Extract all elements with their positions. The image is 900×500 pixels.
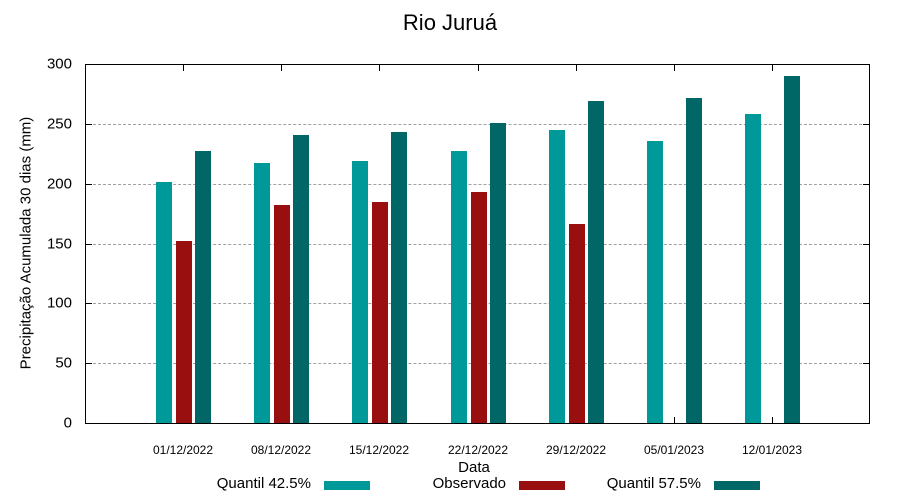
bar-quantil-57-5--4 [588, 101, 604, 423]
x-axis-label: Data [458, 459, 490, 476]
x-tick-label: 29/12/2022 [545, 443, 607, 457]
legend-label-quantil-57-5: Quantil 57.5% [606, 475, 701, 492]
x-tick-mark [183, 65, 184, 71]
y-tick-mark [86, 183, 92, 185]
legend-label-observado: Observado [432, 475, 506, 492]
y-tick-label: 50 [55, 354, 72, 372]
x-tick-mark [772, 417, 773, 423]
x-tick-mark [674, 417, 675, 423]
bar-quantil-57-5--3 [490, 122, 506, 423]
bar-observado-0 [176, 241, 192, 423]
x-tick-mark [576, 65, 577, 71]
bar-quantil-57-5--6 [784, 75, 800, 423]
legend-swatch-quantil-57-5 [714, 481, 760, 490]
x-tick-mark [674, 65, 675, 71]
y-tick-mark [86, 243, 92, 245]
x-tick-mark [772, 65, 773, 71]
y-tick-label: 250 [46, 115, 72, 133]
y-tick-mark [863, 363, 869, 365]
bar-observado-4 [569, 224, 585, 423]
bar-quantil-57-5--1 [293, 134, 309, 423]
x-tick-mark [379, 65, 380, 71]
legend-label-quantil-42-5: Quantil 42.5% [216, 475, 311, 492]
y-tick-label: 0 [63, 414, 72, 432]
x-tick-label: 22/12/2022 [447, 443, 509, 457]
x-tick-mark [281, 65, 282, 71]
y-tick-mark [863, 303, 869, 305]
bar-observado-3 [471, 192, 487, 423]
gridline [93, 123, 862, 125]
bar-observado-2 [372, 201, 388, 423]
bar-observado-1 [274, 205, 290, 423]
plot-area [85, 64, 870, 424]
bar-quantil-42-5--0 [156, 182, 172, 423]
bar-quantil-57-5--0 [195, 151, 211, 423]
y-tick-label: 200 [46, 175, 72, 193]
bar-quantil-42-5--6 [745, 114, 761, 423]
legend-swatch-observado [519, 481, 565, 490]
y-tick-label: 150 [46, 235, 72, 252]
legend-swatch-quantil-42-5 [324, 481, 370, 490]
x-tick-label: 12/01/2023 [741, 443, 803, 457]
x-tick-mark [478, 65, 479, 71]
bar-quantil-42-5--2 [352, 160, 368, 423]
x-tick-label: 01/12/2022 [152, 443, 214, 457]
bar-quantil-42-5--1 [254, 163, 270, 423]
y-tick-label: 300 [46, 55, 72, 73]
gridline [93, 183, 862, 185]
bar-quantil-57-5--5 [686, 97, 702, 423]
bar-quantil-42-5--3 [451, 151, 467, 423]
y-tick-mark [86, 123, 92, 125]
y-tick-mark [863, 183, 869, 185]
x-tick-label: 15/12/2022 [348, 443, 410, 457]
y-tick-mark [86, 363, 92, 365]
chart-title: Rio Juruá [402, 10, 498, 35]
bar-quantil-57-5--2 [391, 132, 407, 423]
y-tick-mark [863, 123, 869, 125]
x-tick-label: 05/01/2023 [643, 443, 705, 457]
y-tick-label: 100 [46, 294, 72, 312]
x-tick-label: 08/12/2022 [250, 443, 312, 457]
bar-quantil-42-5--4 [549, 129, 565, 423]
y-tick-mark [863, 243, 869, 245]
bar-quantil-42-5--5 [647, 140, 663, 423]
y-tick-mark [86, 303, 92, 305]
